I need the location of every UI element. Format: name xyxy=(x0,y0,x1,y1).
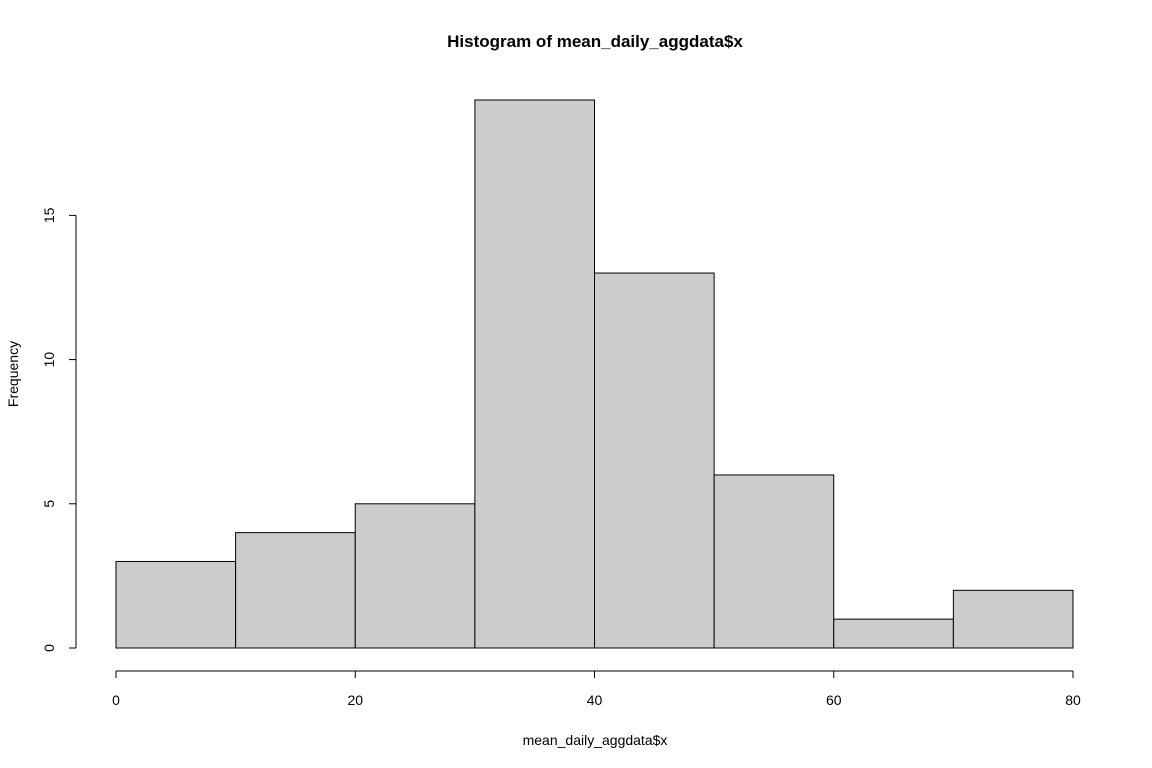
x-axis-label: mean_daily_aggdata$x xyxy=(523,732,668,748)
x-tick-label: 0 xyxy=(112,692,120,708)
y-tick-label: 5 xyxy=(41,500,57,508)
histogram-bar-70-80 xyxy=(952,589,1074,649)
y-tick-label: 0 xyxy=(41,644,57,652)
chart-title: Histogram of mean_daily_aggdata$x xyxy=(447,32,743,51)
y-axis-label: Frequency xyxy=(5,341,21,407)
histogram-bar-20-30 xyxy=(354,503,476,649)
y-tick-label: 10 xyxy=(41,352,57,368)
histogram-bar-60-70 xyxy=(833,618,954,649)
x-tick-label: 60 xyxy=(826,692,842,708)
x-axis: 0 20 40 60 80 xyxy=(112,670,1081,708)
bars-group xyxy=(115,99,1074,649)
y-tick-label: 15 xyxy=(41,207,57,223)
histogram-bar-0-10 xyxy=(115,560,237,649)
x-tick-label: 40 xyxy=(587,692,603,708)
histogram-bar-40-50 xyxy=(594,272,715,649)
x-tick-label: 20 xyxy=(347,692,363,708)
y-axis: 0 5 10 15 xyxy=(41,207,77,652)
histogram-bar-30-40 xyxy=(474,99,595,649)
histogram-bar-50-60 xyxy=(713,474,835,649)
x-tick-label: 80 xyxy=(1065,692,1081,708)
histogram-bar-10-20 xyxy=(235,532,356,649)
